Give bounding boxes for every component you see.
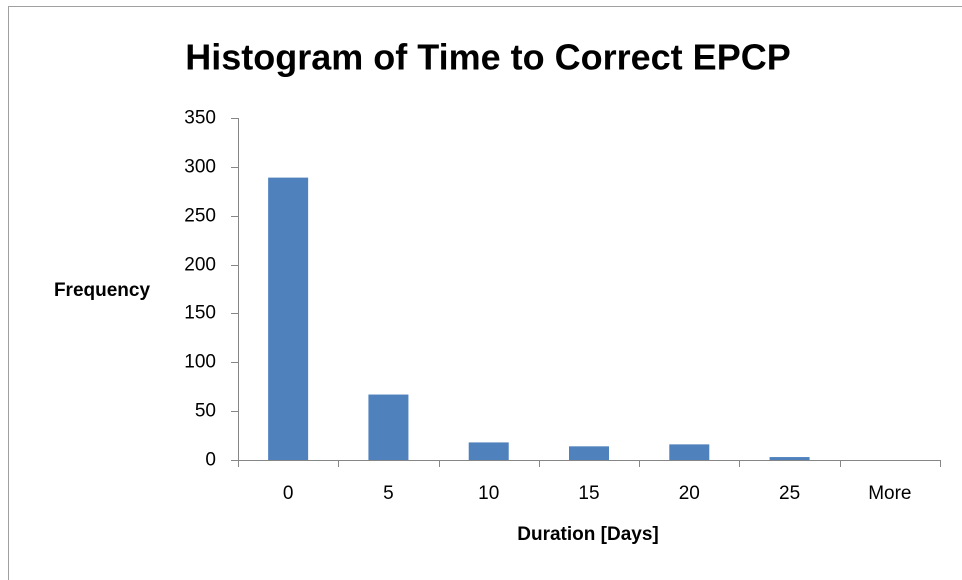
- x-tick-label: 15: [578, 483, 599, 504]
- x-tick-label: More: [868, 483, 911, 504]
- bar: [569, 446, 609, 460]
- y-tick-label: 300: [184, 157, 216, 178]
- y-tick-label: 100: [184, 352, 216, 373]
- y-axis-label: Frequency: [54, 280, 151, 301]
- bar: [769, 457, 810, 460]
- y-tick-label: 350: [184, 108, 216, 129]
- x-tick-label: 20: [679, 483, 700, 504]
- y-tick-label: 200: [184, 255, 216, 276]
- y-tick-label: 150: [184, 303, 216, 324]
- bar: [268, 177, 309, 460]
- y-tick-label: 0: [205, 450, 216, 471]
- y-tick-label: 50: [195, 401, 216, 422]
- x-axis-label: Duration [Days]: [517, 524, 658, 545]
- x-tick-label: 0: [283, 483, 294, 504]
- bar: [368, 394, 409, 460]
- chart-frame: [8, 6, 962, 580]
- x-tick-label: 5: [383, 483, 394, 504]
- y-tick-label: 250: [184, 206, 216, 227]
- bar: [669, 444, 710, 460]
- chart-title: Histogram of Time to Correct EPCP: [185, 37, 790, 78]
- x-tick-label: 10: [478, 483, 499, 504]
- bar: [468, 442, 509, 460]
- x-tick-label: 25: [779, 483, 800, 504]
